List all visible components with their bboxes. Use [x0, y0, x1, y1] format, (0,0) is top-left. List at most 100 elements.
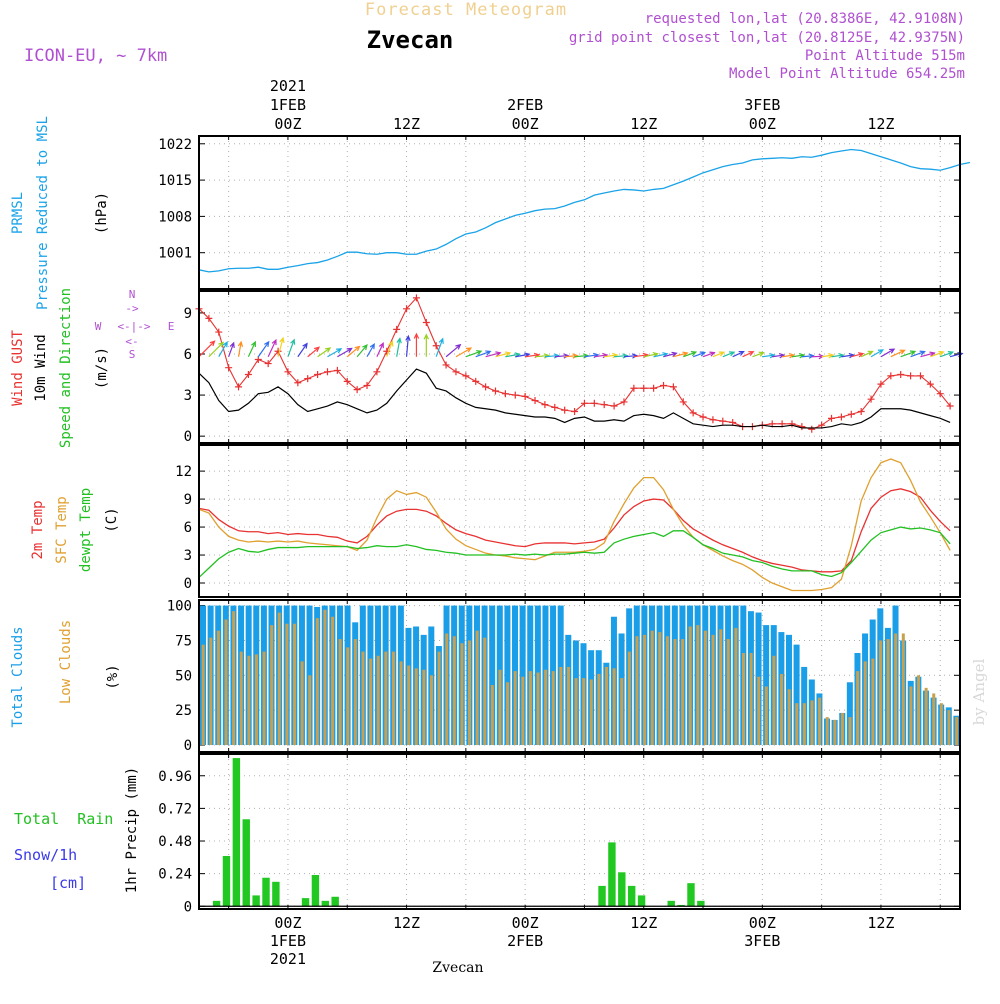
- rain-bar: [232, 758, 241, 907]
- low-cloud-bar: [566, 666, 570, 746]
- wind-arrow: [762, 352, 776, 359]
- panel-frame: [198, 444, 961, 598]
- wind-arrow: [247, 340, 256, 357]
- bottom-time-label: 12Z: [867, 914, 894, 932]
- wind-line: [198, 368, 951, 429]
- low-cloud-bar: [437, 651, 441, 746]
- low-cloud-bar: [711, 634, 715, 746]
- low-cloud-bar: [612, 668, 616, 746]
- wind-ylabel: (m/s): [94, 347, 110, 389]
- gust-marker: [847, 410, 855, 418]
- low-cloud-bar: [955, 717, 959, 746]
- wind-arrow: [337, 347, 353, 358]
- rain-bar: [272, 881, 280, 907]
- gust-marker: [531, 397, 539, 405]
- low-cloud-bar: [407, 665, 411, 746]
- top-time-label: 00Z: [749, 115, 776, 133]
- low-cloud-bar: [331, 616, 335, 746]
- low-cloud-bar: [399, 661, 403, 746]
- wind-arrow: [791, 352, 806, 359]
- gust-marker: [205, 314, 213, 322]
- gust-marker: [620, 398, 628, 406]
- gust-marker: [837, 413, 845, 421]
- low-cloud-bar: [589, 679, 593, 746]
- low-cloud-bar: [863, 661, 867, 746]
- gust-marker: [660, 381, 668, 389]
- low-cloud-bar: [506, 682, 510, 746]
- panel-frame: [198, 290, 961, 444]
- gust-marker: [403, 305, 411, 313]
- low-cloud-bar: [224, 619, 228, 746]
- gust-marker: [709, 416, 717, 424]
- low-cloud-bar: [620, 678, 624, 746]
- low-cloud-bar: [582, 678, 586, 746]
- wind-arrow: [752, 351, 765, 358]
- low-cloud-bar: [483, 637, 487, 746]
- ytick-label: 0: [184, 738, 192, 754]
- ytick-label: 1022: [158, 137, 192, 153]
- ytick-label: 1015: [158, 173, 192, 189]
- ytick-label: 1008: [158, 209, 192, 225]
- wind-arrow: [267, 338, 277, 357]
- low-cloud-bar: [353, 639, 357, 746]
- gust-marker: [561, 406, 569, 414]
- gust-marker: [867, 395, 875, 403]
- ytick-label: 75: [175, 633, 192, 649]
- low-cloud-bar: [848, 717, 852, 746]
- wind-arrow: [702, 351, 716, 358]
- wind-arrow: [475, 350, 492, 358]
- wind-arrow: [218, 341, 228, 358]
- low-cloud-bar: [513, 671, 517, 746]
- panel-pressure: 1001 1008 1015 1022: [158, 136, 960, 289]
- low-cloud-bar: [429, 675, 433, 746]
- gust-marker: [907, 372, 915, 380]
- wind-labels: Wind GUST 10m Wind Speed and Direction (…: [10, 288, 110, 448]
- low-cloud-bar: [232, 611, 236, 746]
- low-cloud-bar: [894, 633, 898, 746]
- pressure-label-msl: Pressure Reduced to MSL: [35, 116, 51, 310]
- wind-arrow: [366, 343, 375, 358]
- ytick-label: 1001: [158, 246, 192, 262]
- wind-arrow: [455, 347, 473, 358]
- ytick-label: 0: [184, 429, 192, 445]
- wind-arrow: [574, 353, 590, 359]
- rain-bar: [627, 885, 636, 907]
- low-cloud-bar: [475, 630, 479, 746]
- cloud-ylabel: (%): [105, 664, 121, 689]
- low-cloud-bar: [681, 639, 685, 746]
- wind-arrow: [307, 346, 321, 358]
- compass-n: N: [129, 288, 136, 301]
- wind-arrow: [742, 351, 755, 358]
- total-cloud-bar: [846, 682, 853, 746]
- wind-arrow: [900, 350, 917, 358]
- wind-arrow: [831, 352, 845, 359]
- temp2m-line: [198, 488, 951, 573]
- wind-arrow: [801, 353, 815, 359]
- gust-marker: [343, 377, 351, 385]
- gust-marker: [323, 368, 331, 376]
- precip-label-rain: Total Rain: [14, 810, 113, 828]
- pressure-label-prmsl: PRMSL: [10, 192, 26, 234]
- low-cloud-bar: [361, 651, 365, 746]
- low-cloud-bar: [346, 647, 350, 746]
- gust-marker: [521, 392, 529, 400]
- low-cloud-bar: [498, 669, 502, 746]
- cloud-labels: Total Clouds Low Clouds (%): [10, 620, 121, 728]
- total-cloud-bar: [489, 605, 496, 746]
- wind-arrow: [277, 336, 285, 357]
- ytick-label: 6: [184, 520, 192, 536]
- compass-s-arrow: <-: [125, 335, 138, 348]
- gust-marker: [462, 372, 470, 380]
- low-cloud-bar: [422, 669, 426, 746]
- rain-bar: [618, 872, 626, 907]
- low-cloud-bar: [787, 689, 791, 746]
- low-cloud-bar: [917, 675, 921, 746]
- low-cloud-bar: [262, 651, 266, 746]
- gust-marker: [916, 372, 924, 380]
- precip-ylabel: 1hr Precip (mm): [124, 767, 140, 893]
- gust-marker: [580, 399, 588, 407]
- compass-n-arrow: ->: [125, 302, 139, 315]
- low-cloud-bar: [551, 671, 555, 746]
- bottom-time-label: 12Z: [393, 914, 420, 932]
- low-cloud-bar: [384, 651, 388, 746]
